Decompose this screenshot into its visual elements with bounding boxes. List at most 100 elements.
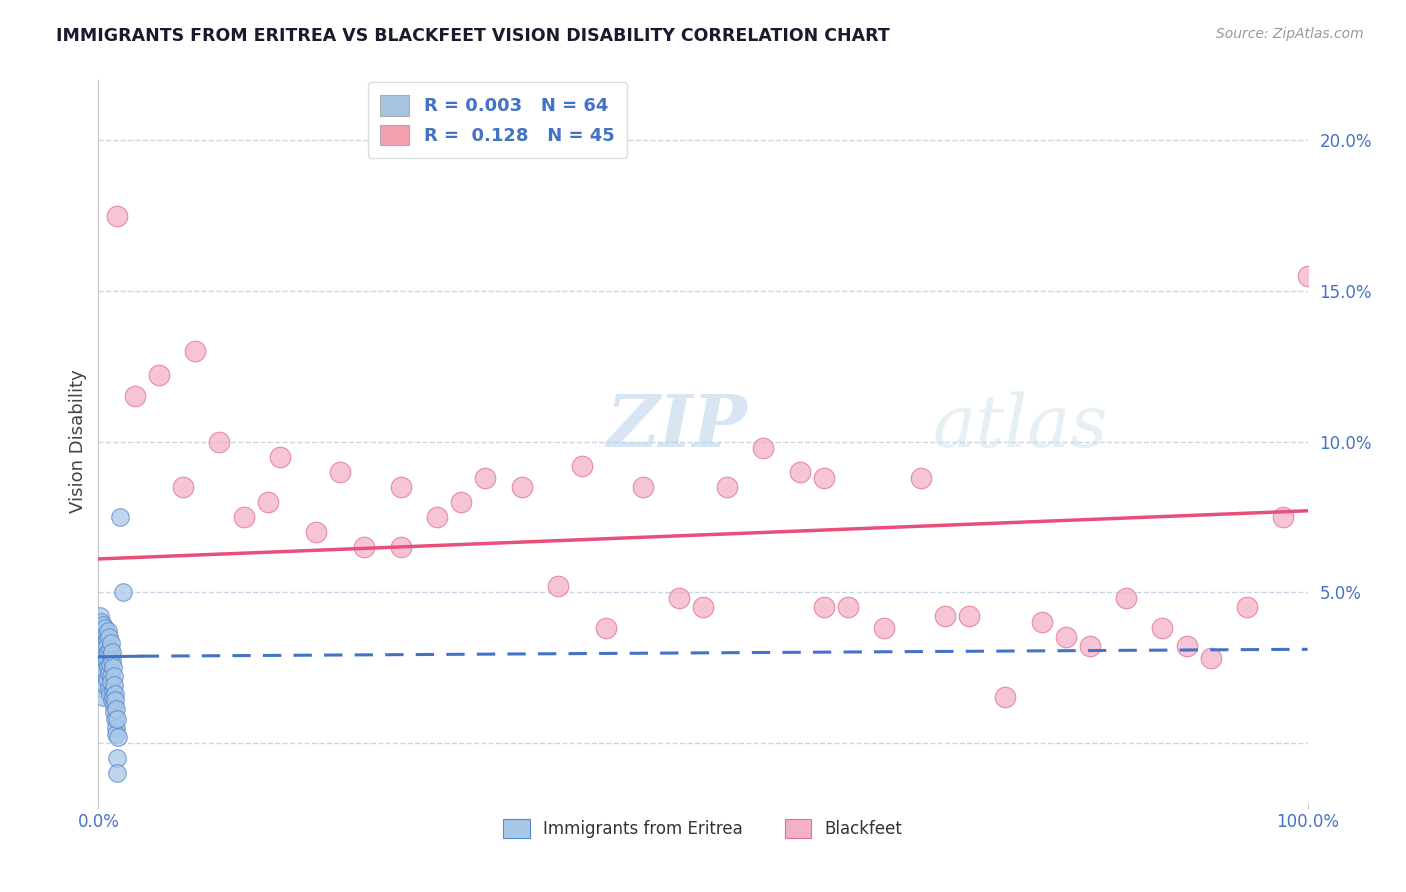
Point — [96, 639, 118, 653]
Point — [98, 630, 121, 644]
Point — [96, 651, 118, 665]
Y-axis label: Vision Disability: Vision Disability — [69, 369, 87, 514]
Point — [111, 585, 134, 599]
Point — [96, 654, 118, 668]
Point — [957, 609, 980, 624]
Point — [105, 765, 128, 780]
Point — [994, 690, 1017, 705]
Point — [100, 675, 122, 690]
Point — [105, 712, 128, 726]
Point — [94, 678, 117, 692]
Point — [98, 666, 121, 681]
Point — [389, 540, 412, 554]
Point — [716, 480, 738, 494]
Point — [93, 636, 115, 650]
Point — [547, 579, 569, 593]
Point — [1199, 651, 1222, 665]
Point — [90, 627, 112, 641]
Point — [101, 645, 124, 659]
Point — [101, 690, 124, 705]
Point — [100, 693, 122, 707]
Point — [1031, 615, 1053, 630]
Point — [813, 600, 835, 615]
Point — [692, 600, 714, 615]
Point — [93, 664, 115, 678]
Point — [98, 687, 121, 701]
Point — [97, 645, 120, 659]
Point — [94, 648, 117, 663]
Point — [91, 624, 114, 639]
Point — [97, 624, 120, 639]
Point — [96, 673, 118, 687]
Point — [93, 642, 115, 657]
Point — [1054, 630, 1077, 644]
Point — [389, 480, 412, 494]
Point — [353, 540, 375, 554]
Point — [94, 621, 117, 635]
Point — [510, 480, 533, 494]
Point — [269, 450, 291, 464]
Point — [104, 721, 127, 735]
Point — [256, 494, 278, 508]
Point — [89, 675, 111, 690]
Point — [90, 615, 112, 630]
Point — [93, 657, 115, 672]
Point — [1115, 591, 1137, 606]
Point — [789, 465, 811, 479]
Text: atlas: atlas — [932, 392, 1108, 462]
Point — [124, 389, 146, 403]
Point — [910, 471, 932, 485]
Point — [93, 690, 115, 705]
Point — [94, 627, 117, 641]
Point — [595, 621, 617, 635]
Point — [104, 687, 127, 701]
Point — [97, 660, 120, 674]
Point — [1272, 509, 1295, 524]
Point — [232, 509, 254, 524]
Point — [752, 441, 775, 455]
Point — [104, 702, 127, 716]
Point — [1236, 600, 1258, 615]
Point — [631, 480, 654, 494]
Point — [89, 609, 111, 624]
Point — [426, 509, 449, 524]
Point — [91, 651, 114, 665]
Point — [101, 660, 124, 674]
Point — [103, 669, 125, 683]
Point — [934, 609, 956, 624]
Point — [108, 509, 131, 524]
Point — [100, 648, 122, 663]
Point — [172, 480, 194, 494]
Point — [571, 458, 593, 473]
Point — [105, 209, 128, 223]
Point — [1296, 268, 1319, 283]
Text: ZIP: ZIP — [606, 391, 747, 462]
Point — [103, 699, 125, 714]
Point — [90, 681, 112, 696]
Point — [813, 471, 835, 485]
Point — [103, 678, 125, 692]
Point — [1175, 639, 1198, 653]
Point — [1152, 621, 1174, 635]
Point — [837, 600, 859, 615]
Point — [1078, 639, 1101, 653]
Point — [474, 471, 496, 485]
Point — [100, 636, 122, 650]
Point — [90, 645, 112, 659]
Point — [305, 524, 328, 539]
Point — [87, 630, 110, 644]
Point — [208, 434, 231, 449]
Point — [98, 657, 121, 672]
Point — [100, 669, 122, 683]
Point — [97, 681, 120, 696]
Point — [148, 368, 170, 383]
Point — [329, 465, 352, 479]
Point — [105, 726, 128, 740]
Point — [101, 684, 124, 698]
Point — [91, 618, 114, 632]
Point — [104, 693, 127, 707]
Legend: Immigrants from Eritrea, Blackfeet: Immigrants from Eritrea, Blackfeet — [496, 813, 910, 845]
Point — [89, 621, 111, 635]
Point — [89, 639, 111, 653]
Point — [184, 344, 207, 359]
